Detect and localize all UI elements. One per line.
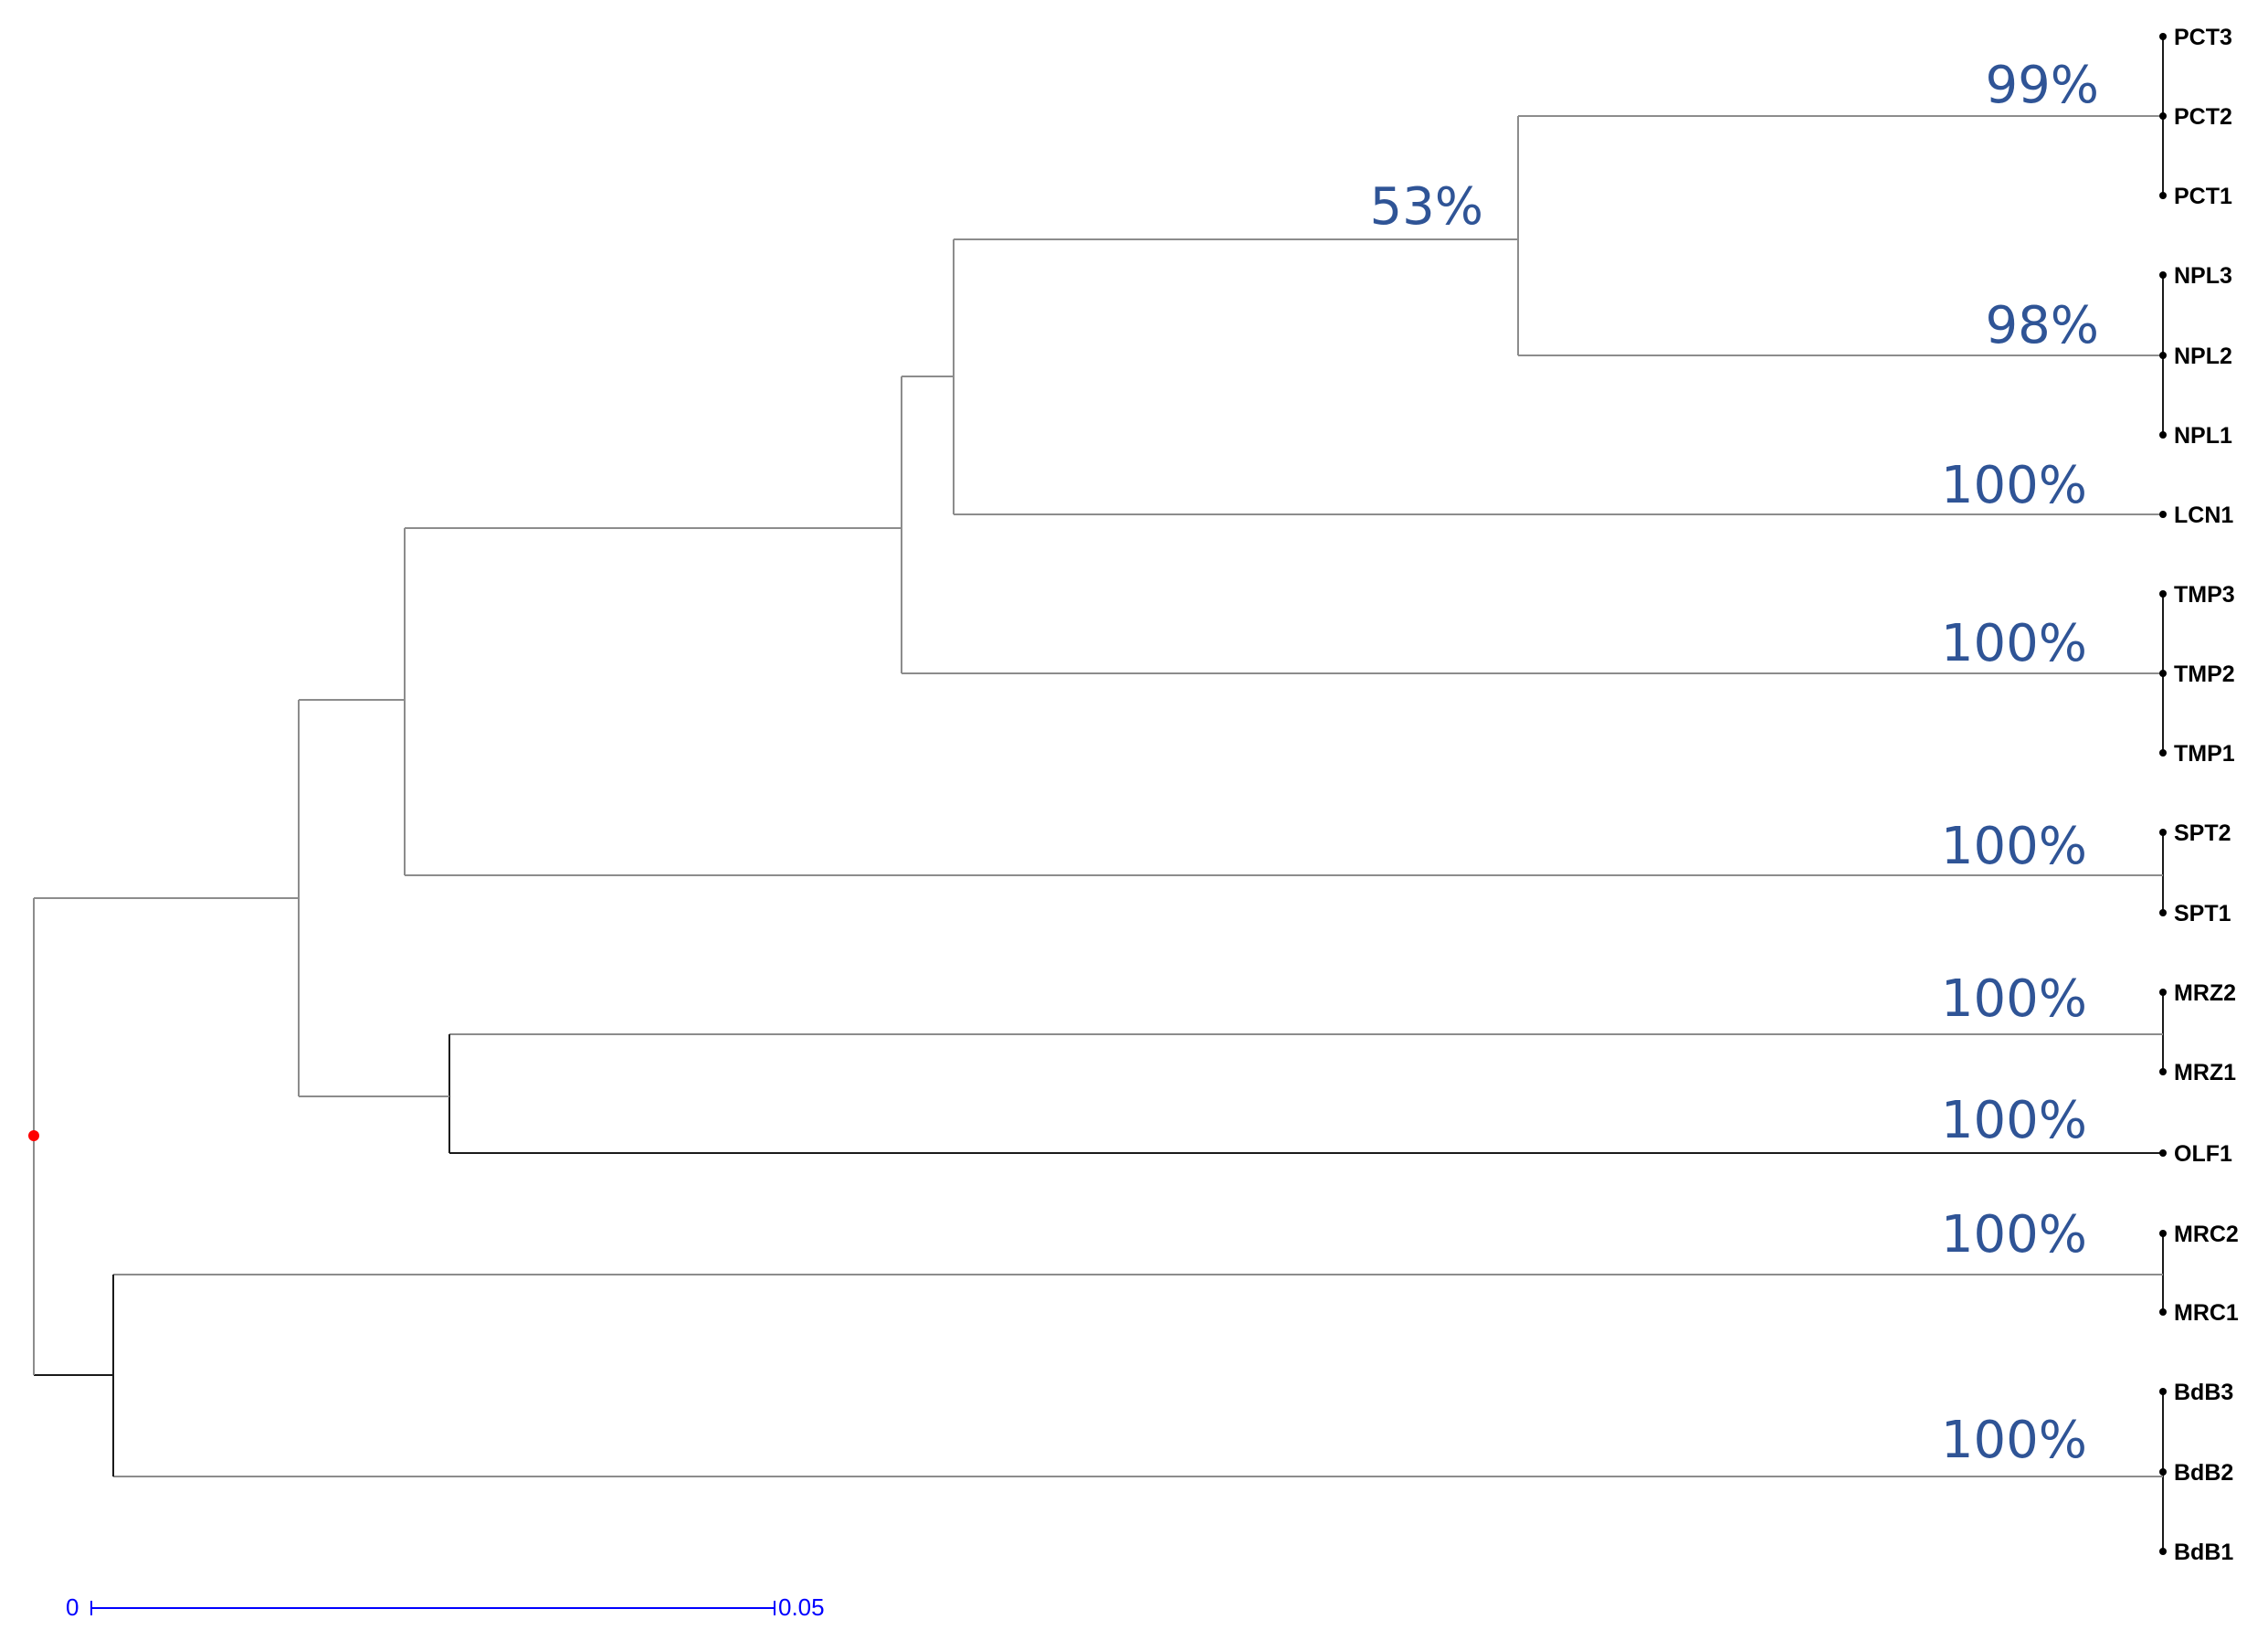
leaf-label: TMP3: [2174, 582, 2235, 608]
leaf-label: TMP2: [2174, 661, 2235, 687]
leaf-tip-dot: [2159, 511, 2167, 518]
leaf-label: PCT2: [2174, 104, 2232, 130]
bootstrap-support-label: 100%: [1941, 969, 2087, 1029]
leaf-label: NPL3: [2174, 263, 2232, 289]
leaf-tip-dot: [2159, 1149, 2167, 1157]
leaf-tip-dot: [2159, 829, 2167, 836]
bootstrap-support-label: 53%: [1370, 177, 1483, 237]
leaf-label: MRZ1: [2174, 1060, 2236, 1085]
scale-bar: 0 0.05: [66, 1593, 825, 1621]
leaf-label: NPL1: [2174, 423, 2232, 449]
leaf-group: PCT3 PCT2 PCT1 NPL3 NPL2 NPL1 LCN1 TMP3 TMP2 TMP1…: [2159, 25, 2239, 1565]
leaf-label: SPT1: [2174, 901, 2231, 926]
bootstrap-support-label: 100%: [1941, 1091, 2087, 1150]
leaf-label: TMP1: [2174, 741, 2235, 767]
leaf-label: MRC2: [2174, 1222, 2239, 1247]
leaf-tip-dot: [2159, 1388, 2167, 1395]
leaf-tip-dot: [2159, 33, 2167, 40]
bootstrap-support-label: 100%: [1941, 614, 2087, 673]
leaf-tip-dot: [2159, 1230, 2167, 1237]
tree-branches: [33, 37, 2164, 1551]
leaf-tip-dot: [2159, 909, 2167, 916]
leaf-tip-dot: [2159, 989, 2167, 996]
leaf-tip-dot: [2159, 1468, 2167, 1476]
leaf-tip-dot: [2159, 1548, 2167, 1555]
leaf-tip-dot: [2159, 192, 2167, 199]
leaf-label: BdB2: [2174, 1460, 2233, 1486]
bootstrap-support-label: 99%: [1986, 56, 2099, 115]
bootstrap-support-label: 100%: [1941, 1205, 2087, 1265]
bootstrap-support-label: 100%: [1941, 456, 2087, 515]
leaf-tip-dot: [2159, 590, 2167, 598]
scale-bar-start-label: 0: [66, 1593, 79, 1621]
support-values: 99% 53% 98% 100% 100% 100% 100% 100% 100% 100%: [1370, 56, 2099, 1470]
leaf-tip-dot: [2159, 431, 2167, 439]
leaf-tip-dot: [2159, 670, 2167, 677]
bootstrap-support-label: 100%: [1941, 817, 2087, 876]
leaf-label: MRC1: [2174, 1300, 2239, 1326]
leaf-tip-dot: [2159, 271, 2167, 279]
leaf-tip-dot: [2159, 749, 2167, 757]
bootstrap-support-label: 100%: [1941, 1411, 2087, 1470]
scale-bar-end-label: 0.05: [778, 1593, 825, 1621]
leaf-tip-dot: [2159, 1308, 2167, 1316]
root-marker: [28, 1130, 39, 1141]
leaf-label: SPT2: [2174, 820, 2231, 846]
leaf-tip-dot: [2159, 1068, 2167, 1075]
leaf-label: BdB1: [2174, 1540, 2233, 1565]
leaf-label: OLF1: [2174, 1141, 2232, 1167]
leaf-label: LCN1: [2174, 503, 2233, 528]
leaf-label: BdB3: [2174, 1380, 2233, 1405]
leaf-tip-dot: [2159, 112, 2167, 120]
leaf-label: MRZ2: [2174, 980, 2236, 1006]
leaf-label: PCT1: [2174, 184, 2232, 209]
leaf-tip-dot: [2159, 352, 2167, 359]
leaf-label: PCT3: [2174, 25, 2232, 50]
bootstrap-support-label: 98%: [1986, 296, 2099, 355]
leaf-label: NPL2: [2174, 344, 2232, 369]
